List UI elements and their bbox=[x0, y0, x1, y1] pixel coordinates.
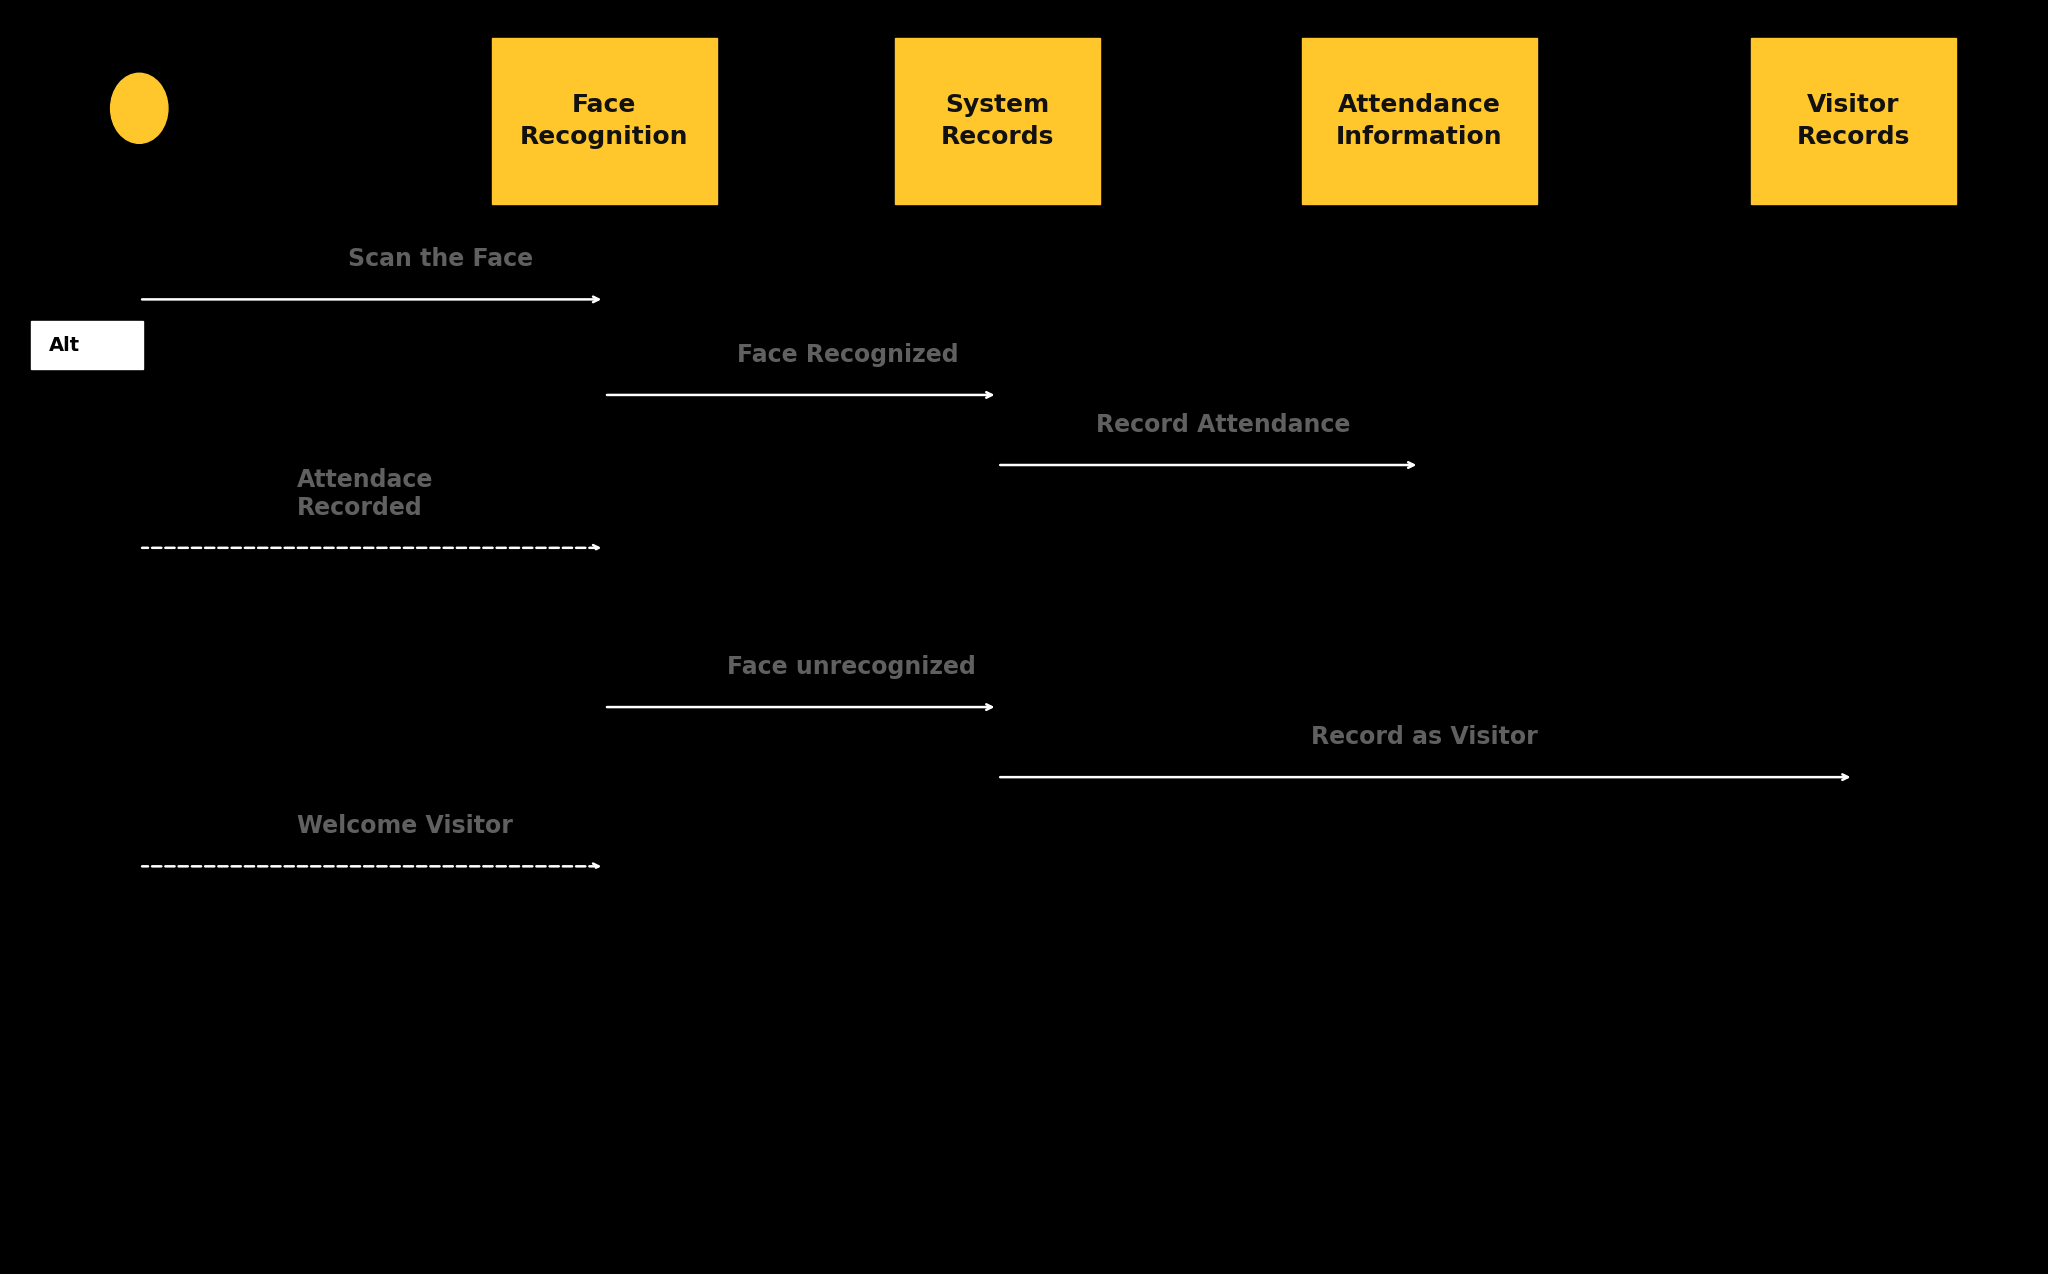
Text: Face
Recognition: Face Recognition bbox=[520, 93, 688, 149]
Text: Face unrecognized: Face unrecognized bbox=[727, 655, 977, 679]
Text: Face Recognized: Face Recognized bbox=[737, 343, 958, 367]
Text: Attendance
Information: Attendance Information bbox=[1335, 93, 1503, 149]
Text: Visitor
Records: Visitor Records bbox=[1796, 93, 1911, 149]
Text: Attendace
Recorded: Attendace Recorded bbox=[297, 468, 434, 520]
Bar bbox=[1303, 38, 1536, 204]
Ellipse shape bbox=[111, 73, 168, 144]
Text: Alt: Alt bbox=[49, 336, 80, 354]
Text: Record as Visitor: Record as Visitor bbox=[1311, 725, 1538, 749]
Text: Scan the Face: Scan the Face bbox=[348, 247, 532, 271]
Text: System
Records: System Records bbox=[940, 93, 1055, 149]
Text: Record Attendance: Record Attendance bbox=[1096, 413, 1350, 437]
Bar bbox=[31, 321, 143, 369]
Bar bbox=[895, 38, 1100, 204]
Bar bbox=[1751, 38, 1956, 204]
Bar bbox=[492, 38, 717, 204]
Text: Welcome Visitor: Welcome Visitor bbox=[297, 814, 512, 838]
